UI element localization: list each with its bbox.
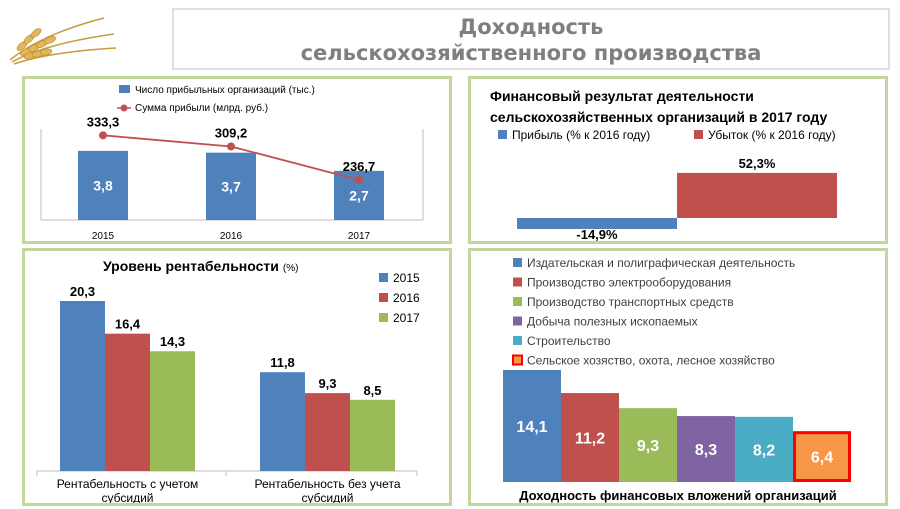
bar-label: 3,8 [93, 177, 113, 193]
bar-label: 9,3 [318, 376, 336, 391]
bar-label: 8,3 [695, 442, 717, 459]
bar-label: 14,1 [516, 419, 547, 436]
point-label: 333,3 [87, 114, 120, 129]
bar-label: 20,3 [70, 284, 95, 299]
chart-title: Доходность финансовых вложений организац… [519, 488, 836, 503]
legend-label-profit: Прибыль (% к 2016 году) [512, 128, 650, 142]
page-title-line1: Доходность [458, 15, 604, 39]
legend-swatch [512, 354, 523, 366]
legend-swatch [513, 297, 522, 306]
chart-title-unit: (%) [283, 263, 299, 274]
bar [619, 408, 677, 482]
category-label: субсидий [302, 491, 354, 503]
bar-label: 8,5 [363, 383, 381, 398]
line-point [227, 142, 235, 151]
legend-swatch-loss [694, 130, 703, 139]
legend-label-line: Сумма прибыли (млрд. руб.) [135, 102, 268, 114]
chart-investment-return: Издательская и полиграфическая деятельно… [503, 256, 851, 503]
bar-label: 11,2 [575, 431, 605, 448]
chart-profitability: Уровень рентабельности (%) 2015 2016 2017 2… [36, 258, 420, 503]
legend-label-loss: Убыток (% к 2016 году) [708, 128, 836, 142]
x-tick-label: 2016 [220, 231, 243, 241]
legend-label: Строительство [527, 334, 611, 348]
legend-swatch [513, 336, 522, 345]
bar [561, 393, 619, 482]
chart-financial-result: Финансовый результат деятельности сельск… [490, 88, 837, 241]
legend-marker [120, 104, 128, 112]
chart-profitable-orgs: Число прибыльных организаций (тыс.) Сумм… [40, 84, 424, 241]
category-label: Рентабельность без учета [254, 477, 400, 491]
legend-label: 2016 [393, 291, 420, 305]
bar-highlighted [793, 431, 851, 482]
bar [735, 416, 793, 482]
bar-label-loss: 52,3% [739, 156, 776, 171]
legend-label-bar: Число прибыльных организаций (тыс.) [135, 84, 315, 96]
bar-label: 3,7 [221, 178, 241, 194]
bar [305, 393, 350, 471]
bar [105, 333, 150, 471]
legend-label: Издательская и полиграфическая деятельно… [527, 256, 795, 270]
legend-label: Производство электрооборудования [527, 276, 731, 290]
point-label: 236,7 [343, 159, 376, 174]
chart-panel-profitability: Уровень рентабельности (%) 2015 2016 2017 2… [22, 248, 452, 506]
bar [677, 416, 735, 482]
legend-swatch [513, 258, 522, 267]
x-tick-label: 2017 [348, 231, 371, 241]
line-point [99, 131, 107, 140]
legend-label: Добыча полезных ископаемых [527, 315, 698, 329]
category-label: Рентабельность с учетом [57, 477, 199, 491]
x-tick-label: 2015 [92, 231, 115, 241]
legend-swatch-bar [119, 85, 130, 93]
legend-swatch [379, 273, 388, 282]
legend-swatch [379, 313, 388, 322]
bar-label: 8,2 [753, 442, 775, 459]
bar-loss [677, 172, 837, 218]
legend-label: 2017 [393, 311, 420, 325]
chart-title-line2: сельскохозяйственных организаций в 2017 … [490, 109, 827, 125]
category-label: субсидий [102, 491, 154, 503]
bar-profit [517, 218, 677, 229]
legend-swatch [379, 293, 388, 302]
chart-title-line1: Финансовый результат деятельности [490, 88, 754, 104]
legend-label: Сельское хозяство, охота, лесное хозяйст… [527, 354, 775, 368]
bar [150, 351, 195, 471]
chart-panel-financial-result: Финансовый результат деятельности сельск… [468, 76, 888, 244]
page-title-line2: сельскохозяйственного производства [300, 41, 762, 65]
bar [503, 370, 561, 482]
bar-label: 11,8 [270, 355, 295, 370]
title-box: Доходность сельскохозяйственного произво… [172, 8, 890, 70]
chart-panel-profitable-orgs: Число прибыльных организаций (тыс.) Сумм… [22, 76, 452, 244]
chart-title-main: Уровень рентабельности [103, 258, 279, 274]
bar-label: 16,4 [115, 317, 141, 332]
chart-title: Уровень рентабельности (%) [103, 258, 298, 274]
legend-swatch [513, 316, 522, 326]
line-point [355, 175, 363, 184]
bar-label: 14,3 [160, 334, 185, 349]
bar-label-profit: -14,9% [576, 227, 618, 241]
legend-swatch-profit [498, 130, 507, 139]
legend-swatch [513, 277, 522, 287]
chart-panel-investment-return: Издательская и полиграфическая деятельно… [468, 248, 888, 506]
bar [350, 399, 395, 471]
point-label: 309,2 [215, 125, 248, 140]
bar [78, 150, 128, 220]
legend-label: Производство транспортных средств [527, 295, 734, 309]
bar [206, 152, 256, 220]
legend-label: 2015 [393, 271, 420, 285]
bar-label: 2,7 [349, 187, 369, 203]
bar [260, 372, 305, 471]
bar-label: 9,3 [637, 438, 659, 455]
wheat-logo [4, 4, 122, 70]
bar [60, 301, 105, 471]
bar-label: 6,4 [811, 450, 833, 467]
